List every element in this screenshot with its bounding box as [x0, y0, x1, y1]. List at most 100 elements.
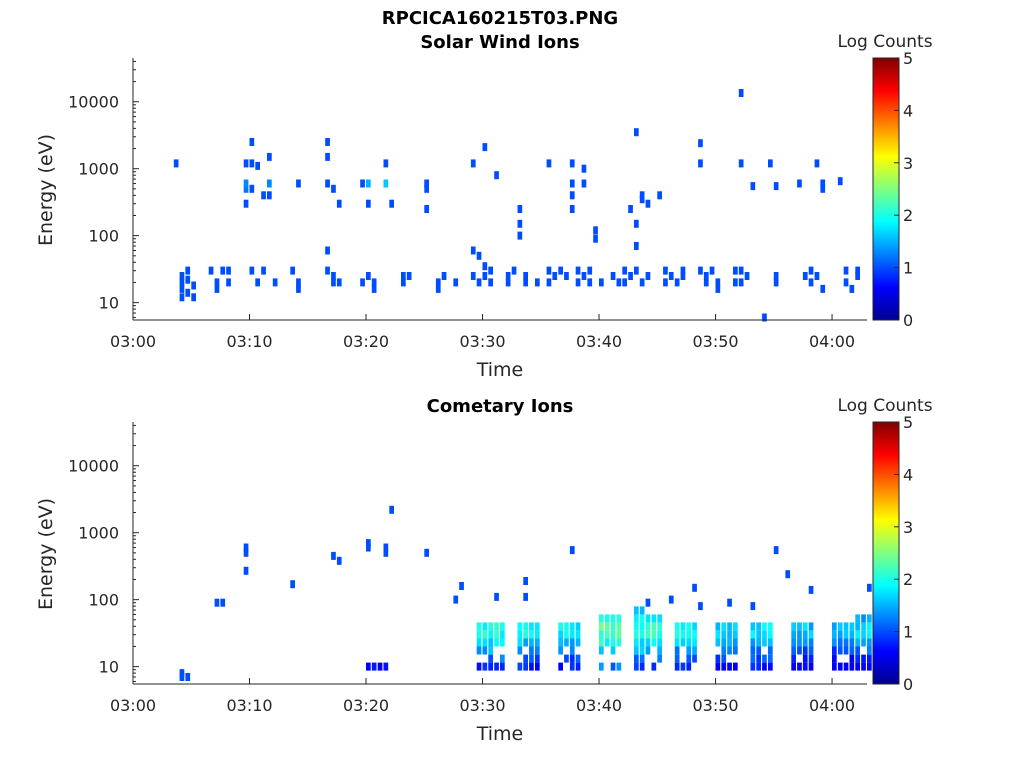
heatmap-cell — [651, 622, 657, 631]
heatmap-cell — [220, 598, 226, 607]
heatmap-cell — [855, 622, 860, 631]
heatmap-cell — [698, 602, 703, 611]
heatmap-cell — [296, 179, 301, 188]
heatmap-cell — [773, 272, 779, 280]
heatmap-cell — [523, 630, 528, 639]
heatmap-cell — [424, 548, 429, 557]
heatmap-cell — [639, 606, 645, 615]
heatmap-cell — [599, 646, 604, 655]
heatmap-cell — [762, 638, 767, 647]
heatmap-cell — [587, 266, 593, 275]
heatmap-cell — [482, 272, 488, 280]
heatmap-cell — [773, 182, 779, 191]
heatmap-cell — [575, 630, 581, 639]
heatmap-cell — [599, 278, 604, 287]
heatmap-cell — [569, 662, 575, 671]
heatmap-cell — [575, 266, 581, 275]
heatmap-cell — [634, 128, 639, 137]
heatmap-cell — [832, 662, 837, 671]
heatmap-cell — [715, 630, 721, 639]
heatmap-cell — [768, 159, 773, 168]
heatmap-cell — [569, 205, 575, 213]
heatmap-cell — [546, 266, 552, 275]
heatmap-cell — [634, 638, 639, 647]
heatmap-cell — [500, 622, 505, 631]
heatmap-cell — [476, 622, 482, 631]
heatmap-cell — [843, 622, 849, 631]
colorbar-tick-label: 5 — [903, 413, 913, 432]
y-tick-label: 10000 — [68, 457, 119, 476]
heatmap-cell — [616, 630, 622, 639]
heatmap-cell — [645, 272, 651, 280]
heatmap-cell — [243, 179, 249, 188]
heatmap-cell — [855, 272, 860, 280]
heatmap-cell — [569, 630, 575, 639]
heatmap-cell — [802, 622, 808, 631]
heatmap-cell — [686, 638, 692, 647]
heatmap-cell — [482, 630, 488, 639]
heatmap-cell — [535, 662, 540, 671]
heatmap-cell — [569, 622, 575, 631]
heatmap-cell — [820, 284, 826, 293]
figure-title: RPCICA160215T03.PNG — [382, 8, 618, 29]
heatmap-cell — [581, 179, 587, 188]
heatmap-cell — [599, 638, 604, 647]
y-tick-label: 100 — [88, 227, 119, 246]
heatmap-cell — [674, 622, 680, 631]
heatmap-cell — [820, 179, 826, 188]
heatmap-cell — [867, 630, 872, 639]
heatmap-cell — [517, 638, 523, 647]
heatmap-cell — [808, 266, 814, 275]
heatmap-cell — [558, 622, 563, 631]
solar-wind-xlabel: Time — [476, 359, 524, 381]
heatmap-cell — [476, 251, 482, 260]
heatmap-cell — [837, 638, 843, 647]
heatmap-cell — [733, 638, 738, 647]
heatmap-cell — [674, 630, 680, 639]
heatmap-cell — [336, 278, 342, 287]
heatmap-cell — [616, 278, 622, 287]
heatmap-cell — [593, 226, 598, 235]
heatmap-cell — [383, 548, 389, 557]
heatmap-cell — [482, 622, 488, 631]
heatmap-cell — [727, 622, 732, 631]
heatmap-cell — [424, 205, 429, 213]
heatmap-cell — [214, 598, 220, 607]
x-tick-label: 03:30 — [459, 696, 505, 715]
heatmap-cell — [756, 654, 761, 663]
heatmap-cell — [185, 288, 191, 297]
heatmap-cell — [668, 272, 674, 280]
heatmap-cell — [290, 266, 295, 275]
heatmap-cell — [837, 630, 843, 639]
heatmap-cell — [523, 622, 528, 631]
x-tick-label: 03:10 — [226, 332, 272, 351]
heatmap-cell — [645, 614, 651, 623]
heatmap-cell — [843, 662, 849, 671]
heatmap-cell — [802, 638, 808, 647]
heatmap-cell — [849, 284, 855, 293]
heatmap-cell — [645, 638, 651, 647]
heatmap-cell — [674, 654, 680, 663]
heatmap-cell — [634, 662, 639, 671]
heatmap-cell — [581, 164, 587, 173]
heatmap-cell — [797, 638, 802, 647]
heatmap-cell — [500, 662, 505, 671]
colorbar-tick-label: 4 — [903, 101, 913, 120]
heatmap-cell — [750, 654, 756, 663]
heatmap-cell — [808, 585, 814, 594]
heatmap-cell — [599, 630, 604, 639]
solar-wind-colorbar — [872, 57, 900, 321]
heatmap-cell — [371, 278, 377, 287]
heatmap-cell — [470, 246, 476, 255]
heatmap-cell — [523, 638, 528, 647]
heatmap-cell — [366, 272, 371, 280]
heatmap-cell — [843, 266, 849, 275]
cometary-colorbar-label: Log Counts — [837, 396, 932, 416]
y-tick-label: 10 — [99, 658, 119, 677]
x-tick-label: 03:40 — [576, 332, 622, 351]
heatmap-cell — [709, 266, 715, 275]
heatmap-cell — [867, 622, 872, 631]
heatmap-cell — [371, 284, 377, 293]
heatmap-cell — [523, 662, 528, 671]
